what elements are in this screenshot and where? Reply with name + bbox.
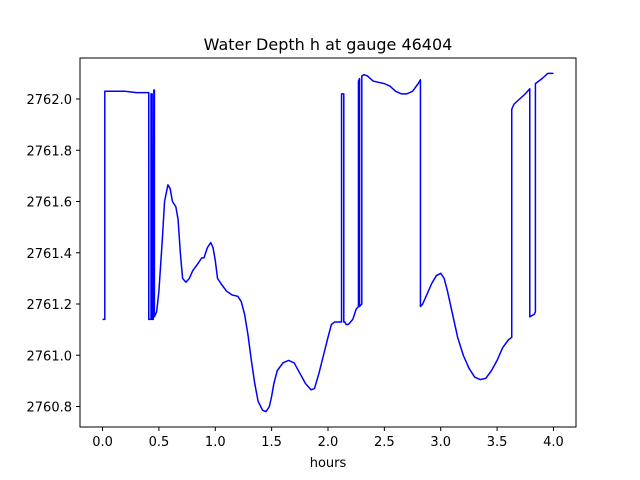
- x-tick-label: 0.0: [92, 435, 113, 450]
- y-tick-label: 2761.8: [27, 144, 73, 159]
- x-tick-label: 2.5: [374, 435, 395, 450]
- x-tick-label: 3.0: [430, 435, 451, 450]
- y-axis: 2760.8 2761.0 2761.2 2761.4 2761.6 2761.8 2762…: [27, 93, 80, 416]
- series-line-0: [102, 72, 554, 413]
- chart-title: Water Depth h at gauge 46404: [204, 35, 453, 54]
- x-tick-label: 1.5: [261, 435, 282, 450]
- x-tick-label: 1.0: [205, 435, 226, 450]
- y-tick-label: 2761.6: [27, 196, 73, 211]
- x-tick-label: 3.5: [487, 435, 508, 450]
- y-tick-label: 2761.0: [27, 349, 73, 364]
- y-tick-label: 2762.0: [27, 93, 73, 108]
- x-axis-label: hours: [310, 456, 347, 471]
- x-tick-label: 0.5: [149, 435, 170, 450]
- x-tick-label: 4.0: [543, 435, 564, 450]
- y-tick-label: 2761.2: [27, 298, 73, 313]
- y-tick-label: 2761.4: [27, 247, 73, 262]
- x-axis: 0.0 0.5 1.0 1.5 2.0 2.5 3.0 3.5 4.0: [92, 427, 564, 450]
- y-tick-label: 2760.8: [27, 401, 73, 416]
- x-tick-label: 2.0: [318, 435, 339, 450]
